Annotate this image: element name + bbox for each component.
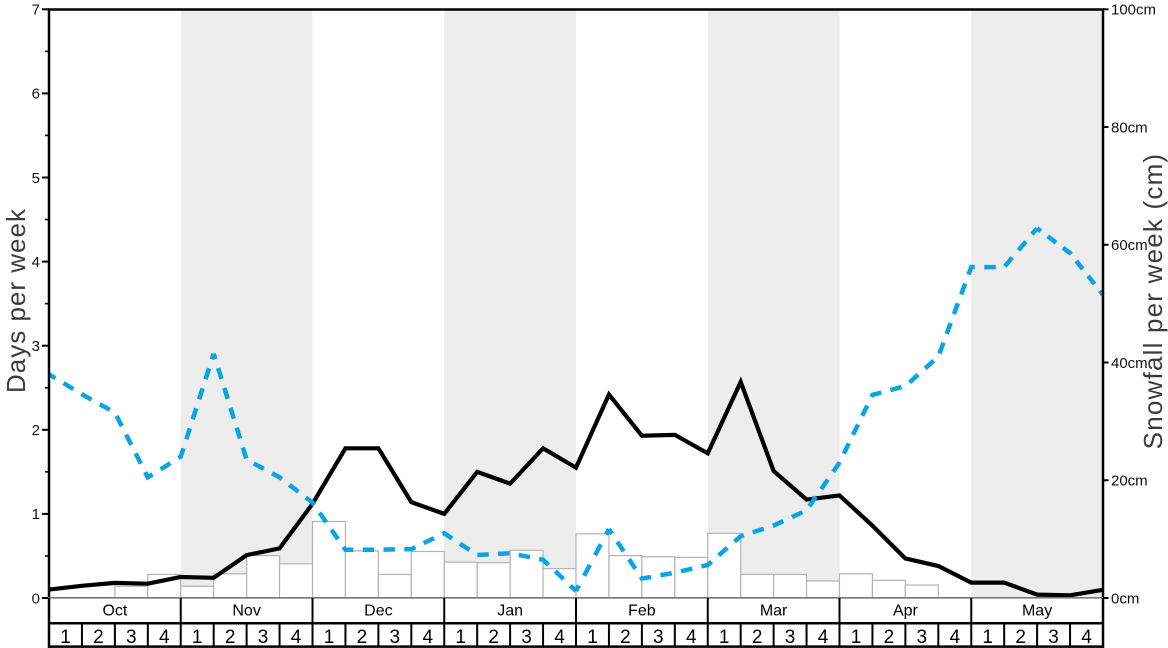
svg-text:2: 2: [93, 627, 104, 648]
svg-text:May: May: [1022, 603, 1052, 620]
svg-text:1: 1: [192, 627, 203, 648]
svg-text:3: 3: [390, 627, 401, 648]
svg-text:Mar: Mar: [760, 603, 788, 620]
svg-text:5: 5: [32, 170, 40, 187]
svg-text:2: 2: [884, 627, 895, 648]
svg-text:Snowfall per week (cm): Snowfall per week (cm): [1138, 153, 1168, 450]
svg-text:3: 3: [32, 338, 40, 355]
svg-text:3: 3: [258, 627, 269, 648]
svg-text:20cm: 20cm: [1111, 473, 1148, 490]
svg-text:2: 2: [620, 627, 631, 648]
svg-text:1: 1: [60, 627, 71, 648]
svg-text:1: 1: [982, 627, 993, 648]
svg-text:Apr: Apr: [893, 603, 919, 620]
svg-text:100cm: 100cm: [1111, 2, 1156, 19]
svg-text:60cm: 60cm: [1111, 237, 1148, 254]
svg-text:4: 4: [554, 627, 565, 648]
svg-text:2: 2: [488, 627, 499, 648]
svg-text:4: 4: [950, 627, 961, 648]
svg-text:3: 3: [785, 627, 796, 648]
svg-text:1: 1: [324, 627, 335, 648]
svg-text:3: 3: [1048, 627, 1059, 648]
svg-text:1: 1: [32, 506, 40, 523]
svg-text:2: 2: [32, 422, 40, 439]
svg-text:3: 3: [653, 627, 664, 648]
svg-text:Nov: Nov: [232, 603, 260, 620]
svg-text:6: 6: [32, 86, 40, 103]
svg-text:Feb: Feb: [628, 603, 656, 620]
svg-text:2: 2: [225, 627, 236, 648]
svg-text:1: 1: [455, 627, 466, 648]
svg-text:4: 4: [423, 627, 434, 648]
svg-text:0cm: 0cm: [1111, 590, 1139, 607]
svg-text:1: 1: [851, 627, 862, 648]
svg-text:2: 2: [1015, 627, 1026, 648]
svg-text:Oct: Oct: [102, 603, 127, 620]
svg-text:4: 4: [818, 627, 829, 648]
svg-text:3: 3: [126, 627, 137, 648]
svg-text:80cm: 80cm: [1111, 119, 1148, 136]
svg-text:3: 3: [917, 627, 928, 648]
svg-text:7: 7: [32, 2, 40, 19]
svg-text:1: 1: [587, 627, 598, 648]
svg-text:Jan: Jan: [497, 603, 523, 620]
svg-text:4: 4: [291, 627, 302, 648]
svg-text:2: 2: [357, 627, 368, 648]
svg-text:4: 4: [686, 627, 697, 648]
svg-text:40cm: 40cm: [1111, 355, 1148, 372]
svg-text:4: 4: [159, 627, 170, 648]
svg-text:2: 2: [752, 627, 763, 648]
svg-text:Dec: Dec: [364, 603, 392, 620]
svg-text:4: 4: [32, 254, 40, 271]
svg-text:Days per week: Days per week: [1, 208, 31, 393]
svg-text:1: 1: [719, 627, 730, 648]
svg-text:0: 0: [32, 590, 40, 607]
svg-text:3: 3: [521, 627, 532, 648]
svg-text:4: 4: [1081, 627, 1092, 648]
